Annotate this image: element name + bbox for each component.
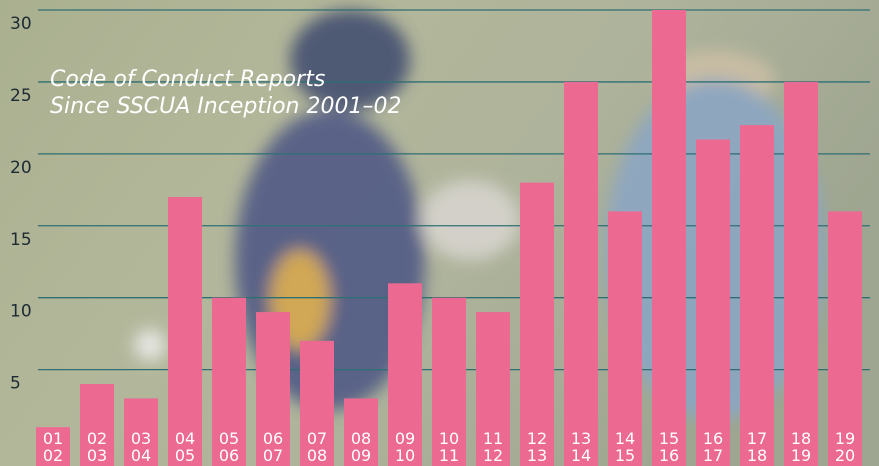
- y-tick-label: 15: [10, 230, 32, 250]
- chart: 5101520253001020203030404050506060707080…: [0, 0, 879, 466]
- bar: [520, 183, 554, 466]
- bar: [608, 211, 642, 466]
- bar: [564, 82, 598, 466]
- x-tick-label: 08: [307, 446, 327, 465]
- bar: [828, 211, 862, 466]
- x-tick-label: 11: [439, 446, 459, 465]
- x-tick-label: 19: [791, 446, 811, 465]
- bar: [168, 197, 202, 466]
- x-tick-label: 02: [43, 446, 63, 465]
- x-tick-label: 18: [747, 446, 767, 465]
- x-tick-label: 20: [835, 446, 855, 465]
- x-tick-label: 17: [703, 446, 723, 465]
- chart-title: Code of Conduct Reports: [50, 67, 325, 92]
- chart-title: Since SSCUA Inception 2001–02: [50, 94, 401, 119]
- bar: [784, 82, 818, 466]
- bar: [696, 139, 730, 466]
- x-tick-label: 07: [263, 446, 283, 465]
- x-tick-label: 14: [571, 446, 591, 465]
- x-tick-label: 15: [615, 446, 635, 465]
- x-tick-label: 10: [395, 446, 415, 465]
- y-tick-label: 5: [10, 374, 21, 394]
- y-tick-label: 10: [10, 302, 32, 322]
- y-tick-label: 20: [10, 158, 32, 178]
- x-tick-label: 03: [87, 446, 107, 465]
- x-tick-label: 05: [175, 446, 195, 465]
- bar: [652, 10, 686, 466]
- x-tick-label: 12: [483, 446, 503, 465]
- x-tick-label: 09: [351, 446, 371, 465]
- x-tick-label: 06: [219, 446, 239, 465]
- y-tick-label: 25: [10, 86, 32, 106]
- x-tick-label: 16: [659, 446, 679, 465]
- bar: [740, 125, 774, 466]
- x-tick-label: 13: [527, 446, 547, 465]
- y-tick-label: 30: [10, 14, 32, 34]
- x-tick-label: 04: [131, 446, 151, 465]
